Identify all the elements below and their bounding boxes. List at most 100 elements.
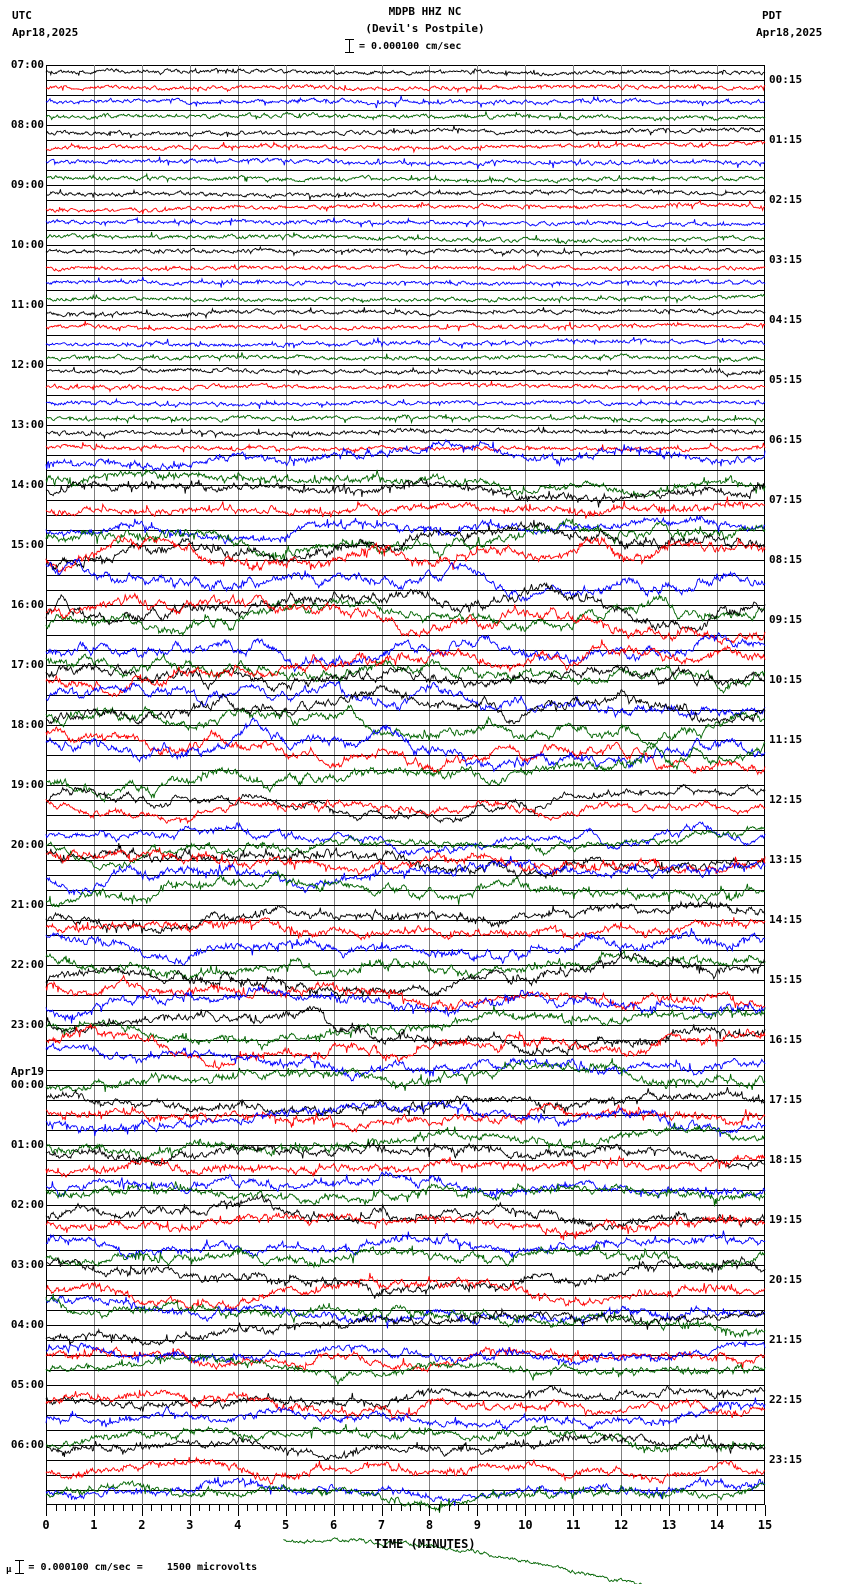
horizontal-gridline bbox=[46, 185, 765, 186]
seismic-trace bbox=[45, 783, 766, 824]
pdt-hour-label: 21:15 bbox=[769, 1333, 803, 1346]
x-axis-title: TIME (MINUTES) bbox=[374, 1537, 476, 1551]
utc-hour-label: 08:00 bbox=[10, 118, 44, 131]
horizontal-gridline bbox=[46, 1430, 765, 1431]
seismic-trace bbox=[45, 188, 766, 201]
x-axis-tick-label: 15 bbox=[757, 1518, 773, 1532]
horizontal-gridline bbox=[46, 305, 765, 306]
axis-tick-minor bbox=[420, 1505, 421, 1511]
axis-tick-minor bbox=[516, 1505, 517, 1511]
station-subtitle: (Devil's Postpile) bbox=[365, 22, 485, 35]
seismic-trace bbox=[45, 680, 766, 719]
horizontal-gridline bbox=[46, 665, 765, 666]
axis-tick-minor bbox=[209, 1505, 210, 1511]
horizontal-gridline bbox=[46, 710, 765, 711]
seismic-trace bbox=[45, 140, 766, 154]
horizontal-gridline bbox=[46, 470, 765, 471]
seismic-trace bbox=[45, 855, 766, 896]
horizontal-gridline bbox=[46, 1055, 765, 1056]
horizontal-gridline bbox=[46, 485, 765, 486]
horizontal-gridline bbox=[46, 890, 765, 891]
axis-tick-minor bbox=[113, 1505, 114, 1511]
seismic-trace bbox=[45, 1243, 766, 1271]
utc-hour-label: 23:00 bbox=[10, 1018, 44, 1031]
horizontal-gridline bbox=[46, 935, 765, 936]
seismic-trace bbox=[45, 1424, 765, 1454]
horizontal-gridline bbox=[46, 830, 765, 831]
horizontal-gridline bbox=[46, 95, 765, 96]
axis-tick-major bbox=[717, 1505, 718, 1516]
axis-tick-minor bbox=[506, 1505, 507, 1511]
pdt-hour-label: 18:15 bbox=[769, 1153, 803, 1166]
seismic-trace bbox=[45, 336, 766, 349]
horizontal-gridline bbox=[46, 590, 765, 591]
horizontal-gridline bbox=[46, 410, 765, 411]
footer-scale-text: = 0.000100 cm/sec = 1500 microvolts bbox=[28, 1561, 258, 1573]
utc-hour-label: 18:00 bbox=[10, 718, 44, 731]
x-axis-tick-label: 10 bbox=[518, 1518, 533, 1532]
axis-tick-minor bbox=[564, 1505, 565, 1511]
seismic-trace bbox=[45, 684, 766, 725]
axis-tick-minor bbox=[228, 1505, 229, 1511]
horizontal-gridline bbox=[46, 950, 765, 951]
seismic-trace bbox=[45, 1272, 766, 1312]
axis-tick-major bbox=[190, 1505, 191, 1516]
seismic-trace bbox=[45, 1479, 766, 1513]
horizontal-gridline bbox=[46, 1100, 765, 1101]
horizontal-gridline bbox=[46, 155, 765, 156]
seismic-trace bbox=[46, 125, 766, 139]
axis-tick-minor bbox=[554, 1505, 555, 1511]
pdt-hour-label: 15:15 bbox=[769, 973, 803, 986]
utc-hour-label: 11:00 bbox=[10, 298, 44, 311]
utc-day-label: Apr19 bbox=[10, 1065, 44, 1078]
seismic-trace bbox=[45, 1432, 766, 1461]
horizontal-gridline bbox=[46, 680, 765, 681]
axis-tick-major bbox=[286, 1505, 287, 1516]
horizontal-gridline bbox=[46, 1130, 765, 1131]
seismic-trace bbox=[45, 1170, 766, 1200]
axis-tick-minor bbox=[487, 1505, 488, 1511]
x-axis-labels: 0 1 2 3 4 5 6 7 8 9 10 11 12 13 14 15 bbox=[0, 1518, 850, 1534]
horizontal-gridline bbox=[46, 980, 765, 981]
axis-tick-minor bbox=[640, 1505, 641, 1511]
seismic-trace bbox=[45, 652, 766, 694]
axis-tick-minor bbox=[545, 1505, 546, 1511]
x-axis-tick-label: 4 bbox=[234, 1518, 242, 1532]
seismic-trace bbox=[45, 496, 766, 519]
utc-hour-label: 01:00 bbox=[10, 1138, 44, 1151]
seismic-trace bbox=[45, 704, 766, 749]
seismic-trace bbox=[45, 67, 766, 77]
horizontal-gridline bbox=[46, 1340, 765, 1341]
horizontal-gridline bbox=[46, 965, 765, 966]
seismic-trace bbox=[45, 515, 766, 545]
axis-tick-minor bbox=[535, 1505, 536, 1511]
axis-tick-minor bbox=[372, 1505, 373, 1511]
axis-tick-minor bbox=[123, 1505, 124, 1511]
horizontal-gridline bbox=[46, 1190, 765, 1191]
seismic-traces bbox=[45, 67, 766, 1513]
axis-tick-minor bbox=[631, 1505, 632, 1511]
seismic-trace bbox=[45, 1101, 766, 1133]
horizontal-gridline bbox=[46, 875, 765, 876]
utc-timezone-label: UTC bbox=[12, 9, 32, 22]
seismic-trace bbox=[45, 477, 766, 508]
seismic-trace bbox=[45, 1022, 766, 1072]
seismic-trace bbox=[45, 1099, 766, 1137]
seismic-trace bbox=[45, 1353, 766, 1386]
horizontal-gridline bbox=[46, 545, 765, 546]
seismic-trace bbox=[46, 741, 766, 803]
seismic-trace bbox=[45, 366, 766, 378]
axis-tick-minor bbox=[104, 1505, 105, 1511]
seismic-trace bbox=[45, 950, 766, 1001]
axis-tick-minor bbox=[746, 1505, 747, 1511]
utc-hour-label: 13:00 bbox=[10, 418, 44, 431]
horizontal-gridline bbox=[46, 620, 765, 621]
axis-tick-minor bbox=[276, 1505, 277, 1511]
axis-tick-minor bbox=[171, 1505, 172, 1511]
seismic-trace bbox=[45, 847, 766, 876]
utc-hour-label: 16:00 bbox=[10, 598, 44, 611]
pdt-hour-label: 04:15 bbox=[769, 313, 803, 326]
axis-tick-minor bbox=[343, 1505, 344, 1511]
utc-hour-label: 03:00 bbox=[10, 1258, 44, 1271]
seismic-trace bbox=[45, 581, 766, 633]
